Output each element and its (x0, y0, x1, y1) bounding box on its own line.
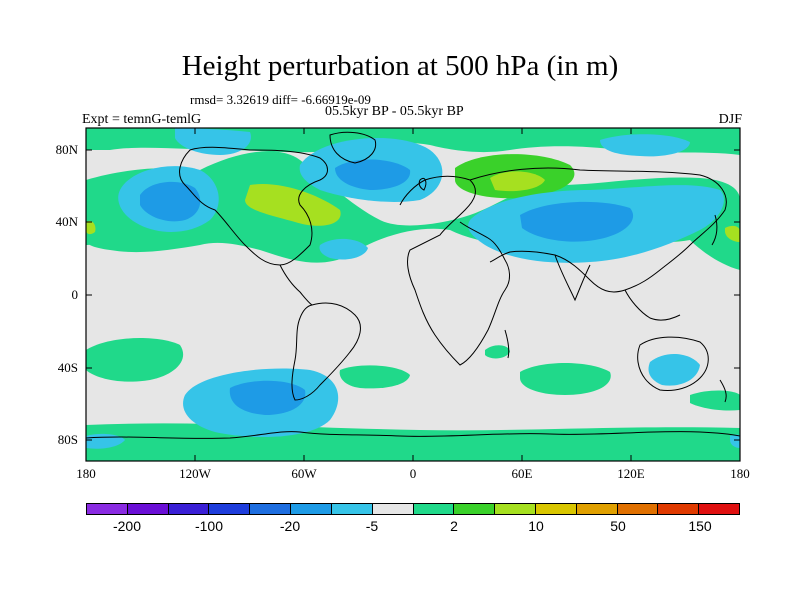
contour-green-satlantic (339, 365, 410, 389)
contour-green-south-central (485, 345, 510, 359)
stats-text: rmsd= 3.32619 diff= -6.66919e-09 (190, 92, 371, 107)
colorbar-swatch (413, 504, 455, 514)
contour-darkblue-natlantic (335, 159, 411, 190)
colorbar-swatch (250, 504, 292, 514)
coastline-layer (86, 131, 740, 439)
coast-europe-africa (399, 175, 510, 366)
contour-green-sindian (520, 363, 611, 395)
chart-title: Height perturbation at 500 hPa (in m) (181, 50, 619, 82)
coast-japan (711, 214, 718, 246)
contour-blue-arctic-east (600, 134, 690, 157)
contour-blue-australia (648, 354, 700, 386)
colorbar-label: 50 (610, 518, 626, 534)
contour-yellow-west (725, 225, 740, 242)
coast-north-america (179, 146, 328, 266)
colorbar-swatch (699, 504, 739, 514)
colorbar-label: 150 (688, 518, 712, 534)
colorbar-swatch (87, 504, 128, 514)
colorbar-label: -5 (365, 518, 379, 534)
contour-green-spacific (86, 338, 184, 382)
contour-darkblue-npacific (140, 181, 201, 222)
coast-southeast-asia (624, 289, 681, 321)
coast-australia (637, 336, 709, 391)
contour-darkblue-samerica (229, 380, 306, 415)
colorbar-swatch (331, 504, 373, 514)
lon-label-120e: 120E (617, 466, 645, 481)
colorbar-label: 10 (528, 518, 544, 534)
colorbar-swatch (168, 504, 210, 514)
lon-label-120w: 120W (179, 466, 211, 481)
colorbar-label: -20 (279, 518, 301, 534)
colorbar-swatch (127, 504, 169, 514)
contour-blue-atlantic-mid (319, 238, 368, 260)
coast-south-america (291, 302, 361, 401)
lon-label-60e: 60E (511, 466, 533, 481)
lat-label-80s: 80S (57, 432, 78, 447)
lat-label-0: 0 (71, 287, 79, 302)
period-label: 05.5kyr BP - 05.5kyr BP (325, 104, 464, 119)
contour-blue-antarctic-west (730, 434, 740, 448)
colorbar-swatch (372, 504, 414, 514)
colorbar (86, 503, 740, 515)
lon-label-180-east: 180 (730, 466, 750, 481)
coast-new-zealand (719, 379, 727, 403)
contour-yellow-asia (490, 171, 545, 192)
coast-madagascar (504, 329, 510, 359)
colorbar-label: -100 (194, 518, 224, 534)
colorbar-swatch (576, 504, 618, 514)
contour-darkblue-eurasia (520, 201, 634, 242)
lon-label-180-west: 180 (76, 466, 96, 481)
colorbar-swatch (209, 504, 251, 514)
contour-fill-layer (86, 128, 740, 461)
lat-label-40n: 40N (55, 214, 78, 229)
colorbar-swatch (495, 504, 536, 514)
coast-asia (469, 167, 727, 293)
experiment-label: Expt = temnG-temlG (82, 112, 202, 127)
contour-yellowgreen-nna (245, 184, 341, 226)
axis-ticks (86, 128, 740, 461)
coast-central-america (279, 264, 313, 306)
season-label: DJF (718, 112, 742, 127)
colorbar-label: 2 (450, 518, 458, 534)
coast-antarctica (86, 431, 740, 439)
lat-label-40s: 40S (57, 360, 78, 375)
contour-green-east-pacific (86, 209, 110, 245)
colorbar-label: -200 (112, 518, 142, 534)
lon-label-60w: 60W (291, 466, 317, 481)
coast-india (554, 254, 591, 302)
lon-label-0: 0 (409, 466, 417, 481)
coast-greenland (329, 131, 377, 164)
colorbar-swatch (658, 504, 700, 514)
colorbar-swatch (617, 504, 659, 514)
contour-green-nz (690, 390, 740, 411)
contour-yellow-east (86, 220, 96, 235)
lat-label-80n: 80N (55, 142, 78, 157)
coast-uk (418, 177, 427, 191)
colorbar-swatch (454, 504, 496, 514)
colorbar-swatch (291, 504, 332, 514)
colorbar-swatch (535, 504, 577, 514)
